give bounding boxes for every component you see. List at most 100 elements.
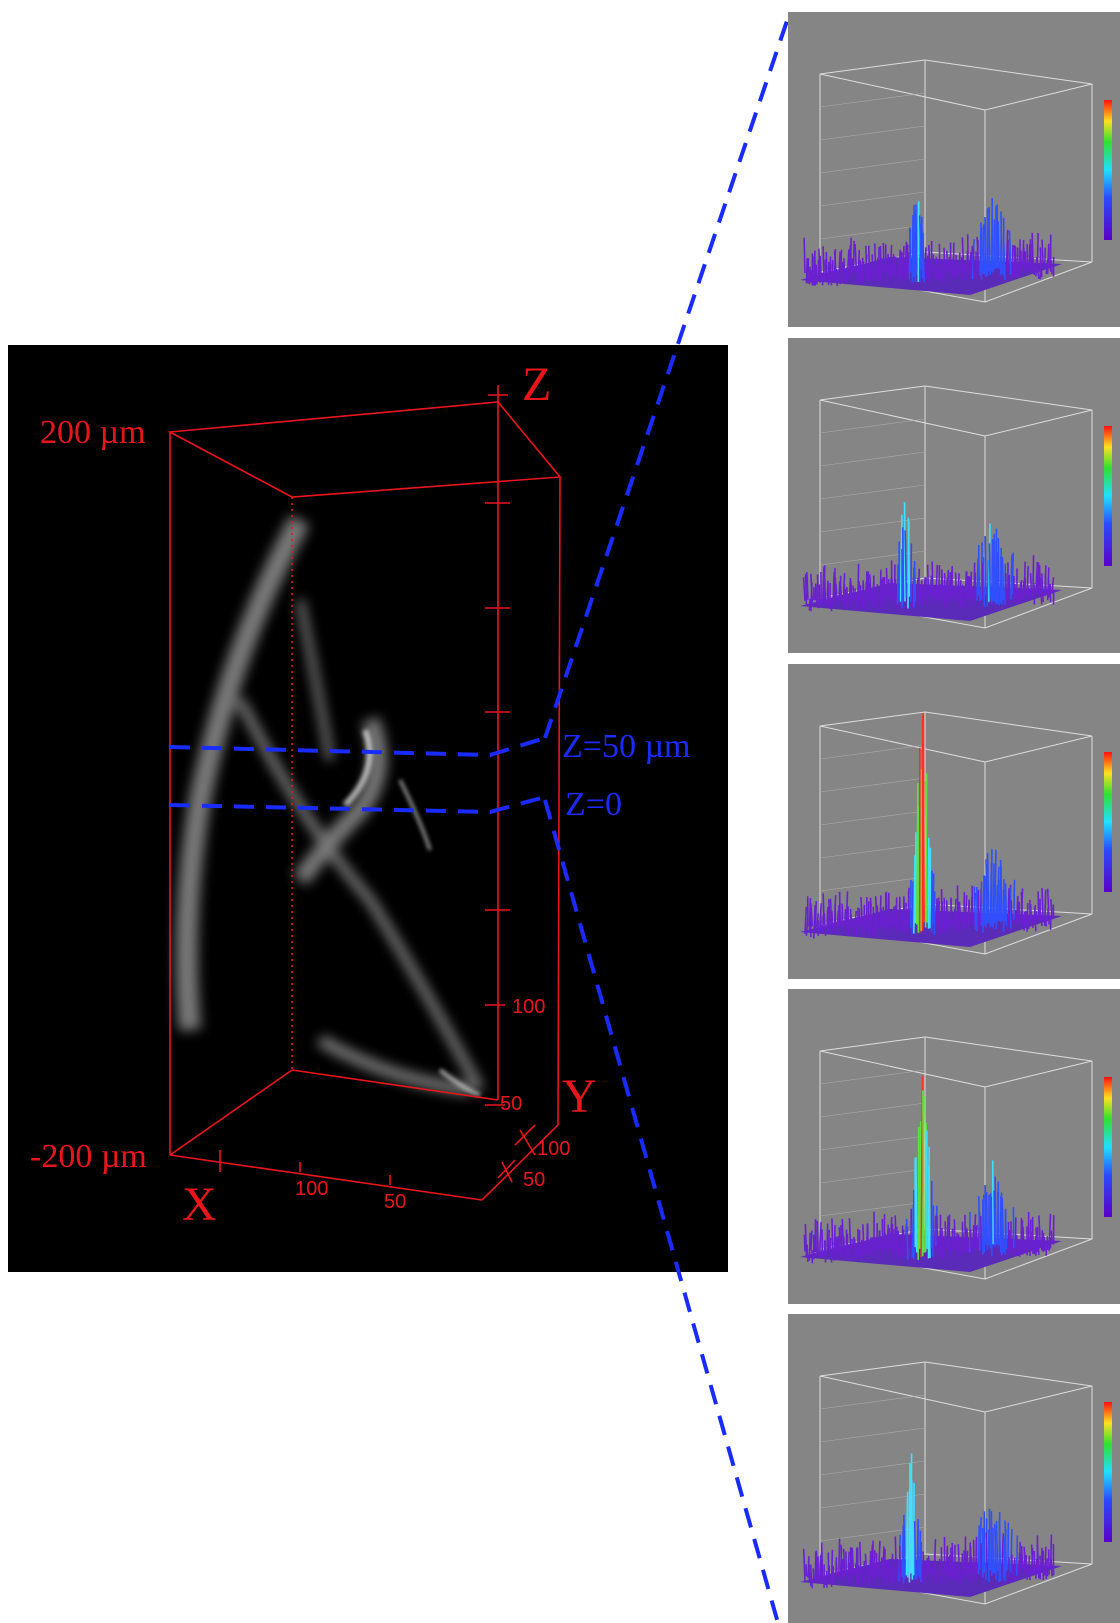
surface-spike <box>832 572 835 606</box>
surface-spike <box>845 891 849 926</box>
surface-spike <box>1050 1558 1053 1577</box>
surface-spike <box>975 1540 978 1580</box>
surface-spike <box>966 1228 970 1253</box>
surface-spike <box>1028 1563 1031 1581</box>
surface-spike <box>908 1463 911 1583</box>
surface-spike <box>894 1536 897 1573</box>
surface-spike <box>920 216 924 279</box>
surface-spike <box>842 1236 846 1256</box>
top-label: 200 µm <box>40 414 146 451</box>
surface-spike <box>805 1564 808 1577</box>
surface-spike <box>1029 904 1033 920</box>
surface-spike <box>1000 556 1003 605</box>
grid-line <box>819 1201 926 1217</box>
grid-line <box>819 1394 926 1410</box>
surface-spike <box>802 577 806 601</box>
surface-spike <box>823 912 827 936</box>
surface-spike <box>905 902 908 934</box>
surface-spike <box>951 1542 955 1577</box>
surface-spike <box>915 1157 918 1253</box>
colorbar <box>1104 100 1112 240</box>
surface-spike <box>938 1569 942 1584</box>
surface-spike <box>926 255 929 280</box>
x-axis-label: X <box>182 1178 217 1231</box>
colorbar <box>1104 1402 1112 1542</box>
surface-spike <box>882 913 886 934</box>
surface-spike <box>983 1194 986 1253</box>
surface-spike <box>907 251 910 275</box>
surface-spike <box>977 557 981 601</box>
surface-spike <box>944 1221 947 1248</box>
surface-spike <box>917 568 921 605</box>
surface-spike <box>1007 888 1010 924</box>
surface-spike <box>922 232 925 283</box>
surface-spike <box>1038 1215 1042 1245</box>
x-tick-label: 50 <box>384 1191 406 1213</box>
grid-line <box>819 484 926 500</box>
surface-spike <box>938 564 941 600</box>
surface-spike <box>838 1227 842 1257</box>
surface-spike <box>992 863 995 929</box>
surface-spike <box>927 1555 931 1575</box>
surface-spike <box>1023 1546 1027 1574</box>
surface-spike <box>894 1215 897 1250</box>
grid-line <box>819 843 926 859</box>
surface-spike <box>1000 211 1003 274</box>
surface-spike <box>821 1229 824 1259</box>
surface-spike <box>1035 257 1038 277</box>
surface-spike <box>806 572 809 600</box>
surface-spike <box>960 589 964 608</box>
surface-spike <box>996 866 1000 921</box>
surface-spike <box>1046 888 1050 925</box>
surface-spike <box>880 257 884 272</box>
surface-spike <box>1015 1535 1019 1576</box>
surface-spike <box>1036 232 1039 266</box>
surface-spike <box>879 569 882 607</box>
surface-spike <box>1051 577 1055 594</box>
bottom-label: -200 µm <box>30 1138 147 1175</box>
surface-spike <box>804 1223 808 1258</box>
surface-spike <box>975 1226 978 1249</box>
surface-spike <box>803 237 806 274</box>
grid-line <box>819 1135 926 1151</box>
surface-spike <box>1035 1559 1038 1579</box>
surface-spike <box>945 577 948 603</box>
surface-spike <box>970 1556 974 1583</box>
surface-spike <box>926 564 930 596</box>
surface-spike <box>914 832 917 924</box>
surface-spike <box>854 1563 857 1576</box>
surface-spike <box>943 247 946 282</box>
grid-line <box>819 1069 926 1085</box>
surface-spike <box>875 1552 878 1576</box>
surface-spike <box>867 1569 871 1585</box>
surface-spike <box>874 1236 877 1249</box>
surface-spike <box>1043 1236 1046 1251</box>
surface-spike <box>1050 260 1053 275</box>
surface-spike <box>1044 909 1047 927</box>
surface-spike <box>949 897 953 925</box>
surface-spike <box>948 572 952 605</box>
surface-spike <box>830 1549 834 1587</box>
surface-spike <box>982 224 986 275</box>
surface-spike <box>850 914 853 928</box>
surface-spike <box>918 215 922 270</box>
grid-line <box>819 810 926 826</box>
surface-spike <box>908 227 912 273</box>
surface-spike <box>990 539 994 604</box>
surface-spike <box>1013 879 1016 921</box>
surface-spike <box>1036 265 1040 279</box>
surface-spike <box>954 572 958 603</box>
surface-spike <box>835 269 839 286</box>
surface-spike <box>868 1237 872 1256</box>
surface-spike <box>980 542 983 600</box>
surface-spike <box>866 1223 870 1256</box>
surface-spike <box>1035 911 1039 925</box>
surface-spike <box>922 1551 925 1586</box>
surface-spike <box>864 1553 868 1576</box>
surface-spike <box>892 254 896 278</box>
surface-spike <box>829 263 833 286</box>
surface-spike <box>957 573 960 595</box>
surface-spike <box>870 1238 874 1262</box>
surface-spike <box>997 1192 1000 1246</box>
